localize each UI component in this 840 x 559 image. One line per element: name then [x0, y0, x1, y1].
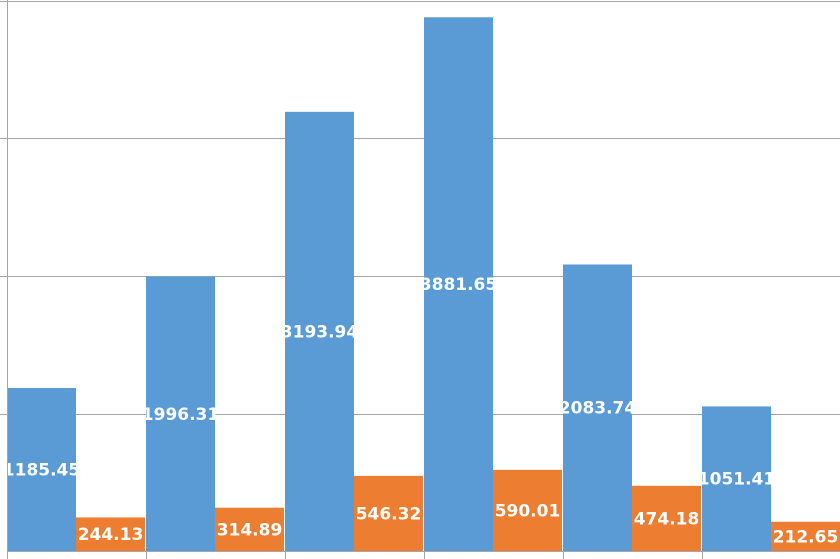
bar-s2-c3: [354, 475, 423, 551]
data-label: 3193.94: [281, 322, 359, 342]
bars: [7, 17, 840, 551]
bar-s2-c5: [632, 485, 701, 551]
bar-s2-c4: [493, 469, 562, 551]
data-labels: 1185.45 244.13 1996.31 314.89 3193.94 546.32 3…: [3, 275, 839, 547]
data-label: 1996.31: [142, 405, 219, 425]
data-label: 1185.45: [3, 461, 80, 481]
data-label: 3881.65: [420, 275, 497, 295]
gridlines: [7, 1, 840, 415]
data-label: 590.01: [495, 501, 561, 521]
bar-s1-c5: [563, 264, 632, 551]
data-label: 2083.74: [559, 399, 637, 419]
bar-s2-c2: [215, 507, 284, 551]
data-label: 212.65: [773, 527, 839, 547]
data-label: 244.13: [78, 525, 144, 545]
bar-s1-c4: [424, 17, 493, 551]
data-label: 314.89: [217, 520, 283, 540]
data-label: 1051.41: [698, 470, 775, 490]
bar-s2-c1: [76, 517, 145, 551]
data-label: 474.18: [634, 509, 700, 529]
bar-s1-c1: [7, 388, 76, 551]
bar-s1-c3: [285, 111, 354, 551]
bar-s2-c6: [771, 521, 840, 551]
bar-s1-c6: [702, 406, 771, 551]
bar-s1-c2: [146, 276, 215, 551]
data-label: 546.32: [356, 504, 422, 524]
